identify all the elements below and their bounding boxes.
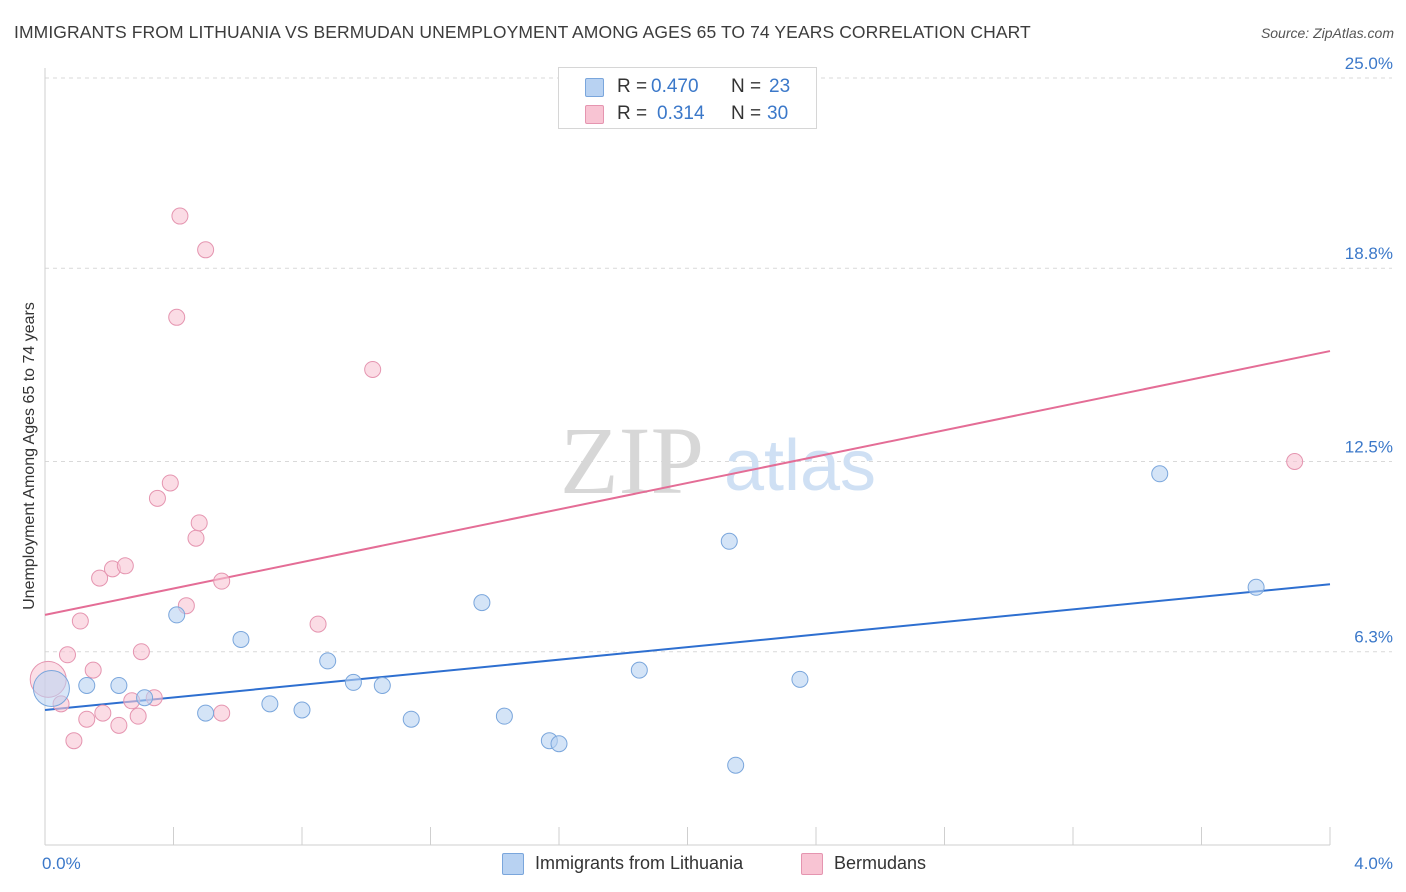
chart-title: IMMIGRANTS FROM LITHUANIA VS BERMUDAN UN… — [14, 22, 1031, 42]
point-bermudans — [187, 529, 205, 547]
point-bermudans — [91, 569, 109, 587]
point-lithuania — [791, 670, 809, 688]
point-lithuania — [344, 673, 362, 691]
y-tick-label: 25.0% — [1345, 54, 1393, 73]
point-lithuania — [1247, 578, 1265, 596]
y-tick-label: 12.5% — [1345, 438, 1393, 457]
point-lithuania — [168, 606, 186, 624]
point-bermudans — [58, 646, 76, 664]
n-value: 23 — [769, 76, 791, 97]
point-bermudans — [309, 615, 327, 633]
tick-labels: 6.3% 12.5% 18.8% 25.0% 0.0% 4.0% — [42, 54, 1393, 873]
point-bermudans — [213, 704, 231, 722]
point-lithuania — [550, 735, 568, 753]
point-bermudans — [1286, 453, 1304, 470]
point-lithuania — [261, 695, 279, 713]
axes — [44, 68, 1331, 846]
legend-swatch-blue — [502, 853, 524, 875]
point-bermudans — [213, 572, 231, 590]
point-lithuania — [402, 710, 420, 728]
y-tick-label: 6.3% — [1354, 628, 1393, 647]
legend-swatch-blue — [585, 78, 604, 97]
legend-label: Bermudans — [834, 853, 927, 873]
trendline-bermudans — [44, 350, 1331, 616]
data-points — [29, 207, 1304, 774]
point-lithuania — [78, 676, 96, 694]
point-bermudans — [116, 557, 134, 575]
watermark-atlas: atlas — [724, 426, 876, 506]
y-tick-label: 18.8% — [1345, 244, 1393, 263]
point-lithuania — [373, 676, 391, 694]
r-label: R = — [617, 76, 648, 97]
point-bermudans — [161, 474, 179, 492]
point-bermudans — [129, 707, 147, 725]
point-lithuania — [110, 676, 128, 694]
legend-swatch-pink — [801, 853, 823, 875]
r-label: R = — [617, 103, 648, 124]
point-lithuania — [1151, 465, 1169, 483]
point-lithuania — [197, 704, 215, 722]
point-bermudans — [148, 489, 166, 507]
stats-legend: R = 0.470 N = 23 R = 0.314 N = 30 — [558, 67, 817, 129]
point-lithuania — [727, 756, 745, 774]
n-label: N = — [731, 76, 762, 97]
watermark: ZIP atlas — [560, 407, 876, 514]
source-label: Source: ZipAtlas.com — [1260, 25, 1394, 41]
point-lithuania — [232, 630, 250, 648]
watermark-zip: ZIP — [560, 407, 704, 514]
r-value: 0.470 — [651, 76, 699, 97]
point-lithuania — [495, 707, 513, 725]
x-tick-label: 0.0% — [42, 854, 81, 873]
point-lithuania — [720, 532, 738, 550]
point-bermudans — [197, 241, 215, 259]
point-bermudans — [190, 514, 208, 532]
point-lithuania — [293, 701, 311, 719]
legend-swatch-pink — [585, 105, 604, 124]
point-lithuania — [473, 594, 491, 612]
point-bermudans — [364, 360, 382, 378]
legend-label: Immigrants from Lithuania — [535, 853, 744, 873]
point-lithuania — [32, 670, 70, 708]
point-bermudans — [110, 716, 128, 734]
point-lithuania — [319, 652, 337, 670]
trendlines — [44, 350, 1331, 712]
point-bermudans — [65, 732, 83, 750]
x-tick-label: 4.0% — [1354, 854, 1393, 873]
point-bermudans — [94, 704, 112, 722]
n-value: 30 — [767, 103, 789, 124]
point-lithuania — [630, 661, 648, 679]
point-bermudans — [71, 612, 89, 630]
n-label: N = — [731, 103, 762, 124]
point-bermudans — [84, 661, 102, 679]
point-bermudans — [78, 710, 96, 728]
point-bermudans — [171, 207, 189, 225]
gridlines — [45, 77, 1392, 653]
point-lithuania — [136, 689, 154, 707]
r-value: 0.314 — [657, 103, 705, 124]
point-bermudans — [168, 308, 186, 326]
point-bermudans — [132, 643, 150, 661]
trendline-lithuania — [44, 583, 1331, 712]
